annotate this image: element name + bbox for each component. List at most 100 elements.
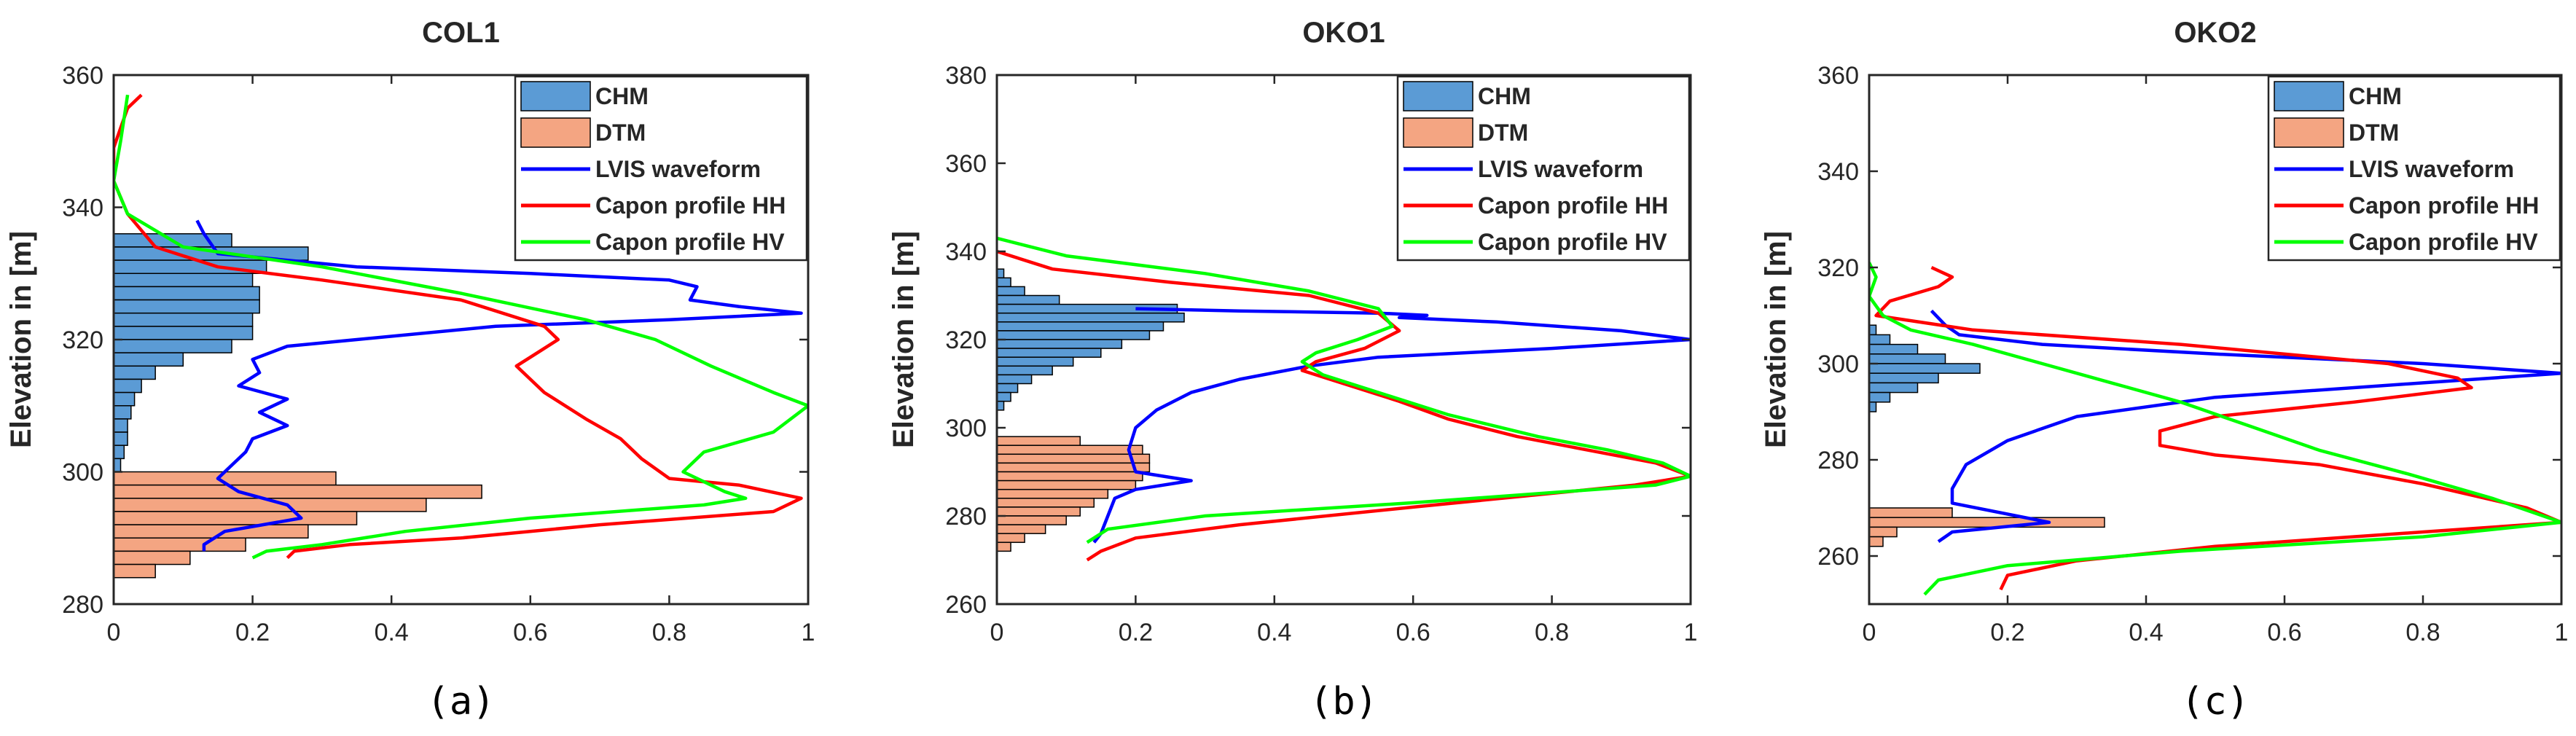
x-tick-label: 0.8 — [1535, 619, 1569, 646]
x-tick-label: 1 — [802, 619, 815, 646]
chm-bar — [1869, 391, 1891, 403]
legend-swatch-dtm — [1403, 117, 1473, 148]
chm-bar — [997, 383, 1019, 394]
x-tick-label: 0.6 — [513, 619, 547, 646]
chm-bar — [114, 445, 125, 460]
chm-bar — [114, 431, 128, 446]
legend-label: CHM — [595, 83, 649, 109]
lvis-waveform-line — [1930, 309, 2561, 544]
y-tick-label: 360 — [945, 150, 987, 178]
chm-bar — [997, 356, 1074, 367]
chm-bar — [997, 286, 1025, 297]
y-tick-label: 320 — [62, 326, 103, 354]
chm-bar — [997, 330, 1151, 340]
chm-bar — [114, 273, 254, 288]
panel-caption: (b) — [1309, 680, 1378, 724]
dtm-bar — [1869, 536, 1884, 547]
dtm-bar — [997, 541, 1011, 552]
y-tick-label: 340 — [1817, 158, 1859, 186]
legend-swatch-dtm — [520, 117, 591, 148]
y-tick-label: 260 — [1817, 543, 1859, 571]
chart-title: OKO1 — [1302, 17, 1385, 49]
dtm-bar — [997, 471, 1143, 482]
chm-bar — [997, 294, 1060, 305]
dtm-bar — [997, 515, 1067, 525]
x-tick-label: 1 — [2555, 619, 2569, 646]
x-tick-label: 0.2 — [1119, 619, 1153, 646]
chm-bar — [114, 312, 254, 327]
y-tick-label: 300 — [1817, 351, 1859, 378]
legend-swatch-chm — [2274, 81, 2344, 111]
dtm-bar — [1869, 526, 1898, 538]
dtm-bar — [114, 524, 309, 539]
x-tick-label: 0.4 — [375, 619, 409, 646]
legend-label: DTM — [2349, 120, 2399, 146]
legend-label: DTM — [595, 120, 646, 146]
y-tick-label: 260 — [945, 591, 987, 619]
legend-label: Capon profile HH — [1478, 192, 1668, 219]
y-tick-label: 300 — [945, 415, 987, 442]
chart-title: OKO2 — [2174, 17, 2256, 49]
chart-panel-2: 0 0.2 0.4 0.6 0.8 1 260 280 300 320 340 360 380 OKO1 E… — [888, 17, 1697, 724]
plot-content — [997, 236, 1691, 562]
legend-swatch-chm — [1403, 81, 1473, 111]
legend-label: Capon profile HV — [1478, 229, 1667, 255]
dtm-bar — [114, 511, 358, 525]
chm-bar — [114, 352, 184, 367]
chart-panel-1: 0 0.2 0.4 0.6 0.8 1 280 300 320 340 360 COL1 Elevati… — [5, 17, 815, 724]
plot-content — [1869, 262, 2561, 596]
panel-caption: (a) — [427, 680, 496, 724]
legend-label: Capon profile HV — [2349, 229, 2538, 255]
chm-bar — [114, 286, 260, 301]
chm-bar — [114, 365, 156, 380]
chm-bar — [1869, 343, 1919, 355]
x-tick-label: 0 — [107, 619, 121, 646]
chm-bar — [114, 378, 142, 394]
dtm-bar — [114, 484, 482, 499]
y-tick-label: 280 — [1817, 447, 1859, 474]
capon-hv-line — [1869, 262, 2561, 596]
chm-bar — [1869, 382, 1919, 394]
chm-bar — [114, 326, 254, 340]
axes-box — [1868, 74, 2563, 606]
dtm-bar — [1869, 507, 1953, 518]
legend-label: CHM — [1478, 83, 1531, 109]
x-tick-label: 0.4 — [2129, 619, 2163, 646]
legend-label: LVIS waveform — [595, 156, 761, 182]
chm-bar — [997, 374, 1033, 385]
chm-bar — [1869, 334, 1891, 345]
dtm-bar — [997, 479, 1137, 490]
capon-hh-line — [1874, 265, 2561, 591]
plot-content — [114, 93, 808, 579]
lvis-waveform-line — [195, 219, 803, 552]
chm-bar — [1869, 372, 1939, 384]
dtm-bar — [997, 524, 1046, 534]
chm-bar — [1869, 402, 1877, 412]
dtm-bar — [114, 550, 191, 565]
y-axis-label: Elevation in [m] — [888, 231, 920, 448]
legend-label: CHM — [2349, 83, 2402, 109]
dtm-bar — [997, 436, 1081, 446]
y-tick-label: 280 — [945, 503, 987, 531]
x-tick-label: 0.8 — [652, 619, 686, 646]
legend: CHM DTM LVIS waveform Capon profile HH Capon… — [514, 75, 808, 262]
y-tick-label: 320 — [945, 326, 987, 354]
dtm-bar — [1869, 517, 2105, 528]
legend-label: LVIS waveform — [2349, 156, 2514, 182]
y-tick-label: 340 — [62, 195, 103, 222]
chm-bar — [997, 400, 1005, 411]
panel-caption: (c) — [2181, 680, 2250, 724]
y-tick-label: 380 — [945, 62, 987, 90]
dtm-bar — [997, 462, 1151, 473]
dtm-bar — [997, 488, 1109, 499]
y-tick-label: 360 — [62, 62, 103, 90]
chm-bar — [1869, 353, 1946, 364]
chart-title: COL1 — [422, 17, 500, 49]
y-tick-label: 280 — [62, 591, 103, 619]
x-tick-label: 0.6 — [1396, 619, 1430, 646]
y-tick-label: 300 — [62, 459, 103, 487]
chm-bar — [114, 339, 232, 353]
legend: CHM DTM LVIS waveform Capon profile HH Capon… — [2267, 75, 2561, 262]
chm-bar — [114, 405, 132, 420]
y-tick-label: 340 — [945, 238, 987, 266]
